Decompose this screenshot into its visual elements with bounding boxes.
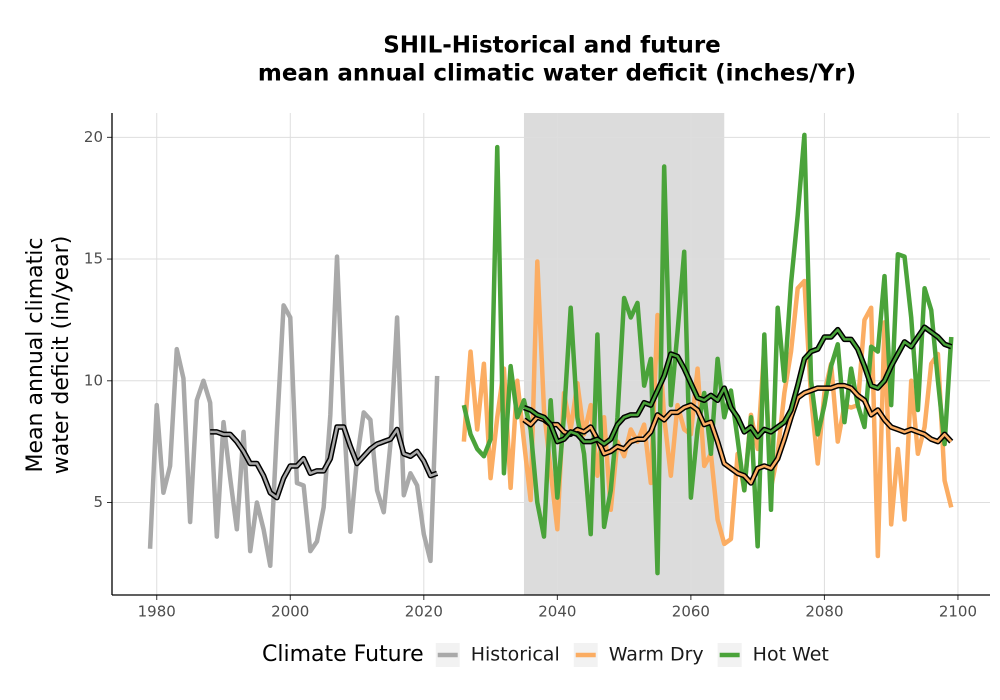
y-tick-label: 10 — [84, 371, 103, 389]
legend-label: Warm Dry — [609, 644, 704, 666]
plot-area — [112, 113, 990, 595]
x-tick-label: 2040 — [538, 603, 576, 621]
legend-label: Historical — [471, 644, 560, 666]
chart-subtitle: mean annual climatic water deficit (inch… — [258, 61, 856, 87]
x-tick-label: 2020 — [405, 603, 443, 621]
trend-line — [523, 325, 952, 446]
x-tick-label: 1980 — [138, 603, 176, 621]
y-tick-label: 5 — [93, 493, 103, 511]
x-tick-label: 2060 — [672, 603, 710, 621]
y-axis-title: water deficit (in/year) — [49, 236, 74, 475]
legend-title: Climate Future — [262, 642, 424, 667]
trend-line — [523, 384, 953, 485]
chart-title: SHIL-Historical and future — [383, 33, 721, 59]
x-tick-label: 2000 — [271, 603, 309, 621]
x-tick-label: 2100 — [939, 603, 977, 621]
legend: Climate Future Historical Warm Dry Hot Wet — [262, 642, 829, 667]
legend-label: Hot Wet — [753, 644, 829, 666]
y-tick-label: 15 — [84, 250, 103, 268]
series-line — [147, 254, 440, 569]
shaded-period — [523, 113, 725, 595]
y-tick-label: 20 — [84, 128, 103, 146]
x-tick-label: 2080 — [805, 603, 843, 621]
y-axis-title: Mean annual climatic — [23, 238, 48, 473]
trend-line — [210, 425, 438, 499]
